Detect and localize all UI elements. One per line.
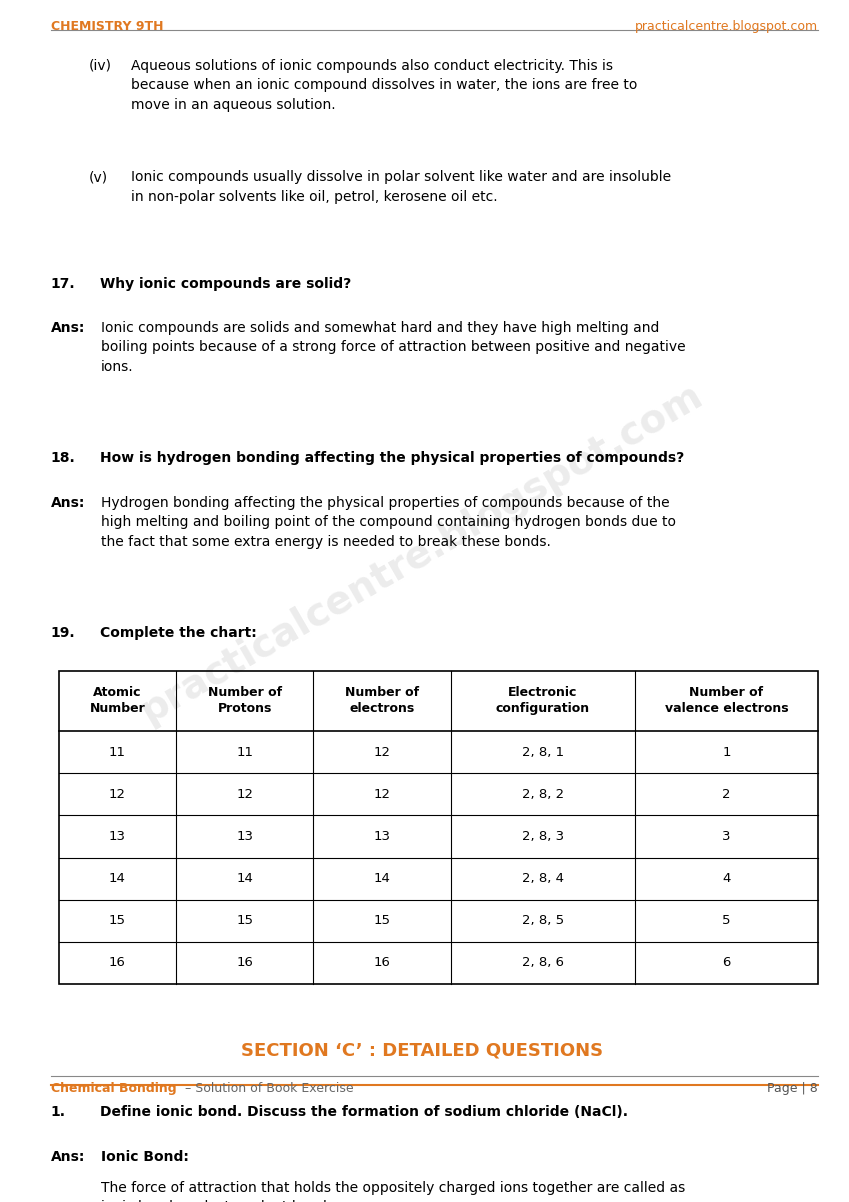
Text: 4: 4: [722, 873, 730, 885]
Text: Define ionic bond. Discuss the formation of sodium chloride (NaCl).: Define ionic bond. Discuss the formation…: [99, 1106, 627, 1119]
Text: Ans:: Ans:: [51, 495, 85, 510]
Text: practicalcentre.blogspot.com: practicalcentre.blogspot.com: [134, 376, 710, 731]
Text: Page | 8: Page | 8: [767, 1082, 818, 1095]
Text: Atomic
Number: Atomic Number: [89, 686, 145, 715]
Text: 12: 12: [374, 789, 391, 801]
Text: 2, 8, 2: 2, 8, 2: [522, 789, 564, 801]
Text: 13: 13: [236, 831, 253, 843]
Text: 16: 16: [374, 956, 391, 969]
Text: Number of
electrons: Number of electrons: [346, 686, 419, 715]
Text: 15: 15: [109, 914, 126, 927]
Text: 11: 11: [236, 746, 253, 758]
Text: 1.: 1.: [51, 1106, 65, 1119]
Text: 19.: 19.: [51, 626, 76, 641]
Text: 5: 5: [722, 914, 731, 927]
Text: Aqueous solutions of ionic compounds also conduct electricity. This is
because w: Aqueous solutions of ionic compounds als…: [131, 59, 637, 112]
Text: 2, 8, 5: 2, 8, 5: [522, 914, 564, 927]
Text: 2, 8, 4: 2, 8, 4: [522, 873, 564, 885]
Text: Electronic
configuration: Electronic configuration: [496, 686, 590, 715]
Text: 2: 2: [722, 789, 731, 801]
Text: Number of
Protons: Number of Protons: [207, 686, 282, 715]
Text: How is hydrogen bonding affecting the physical properties of compounds?: How is hydrogen bonding affecting the ph…: [99, 452, 683, 465]
Text: 14: 14: [236, 873, 253, 885]
Text: Ans:: Ans:: [51, 321, 85, 335]
Text: Complete the chart:: Complete the chart:: [99, 626, 256, 641]
Text: Ionic compounds are solids and somewhat hard and they have high melting and
boil: Ionic compounds are solids and somewhat …: [101, 321, 686, 374]
Text: CHEMISTRY 9TH: CHEMISTRY 9TH: [51, 20, 163, 32]
Text: Chemical Bonding: Chemical Bonding: [51, 1082, 177, 1095]
Text: Ans:: Ans:: [51, 1149, 85, 1164]
Text: 2, 8, 1: 2, 8, 1: [522, 746, 564, 758]
Text: 16: 16: [236, 956, 253, 969]
Text: 14: 14: [374, 873, 391, 885]
Text: 17.: 17.: [51, 276, 76, 291]
Text: – Solution of Book Exercise: – Solution of Book Exercise: [182, 1082, 354, 1095]
Text: 2, 8, 6: 2, 8, 6: [522, 956, 564, 969]
Text: 15: 15: [236, 914, 253, 927]
Bar: [59, 671, 818, 983]
Text: 18.: 18.: [51, 452, 76, 465]
Text: Ionic compounds usually dissolve in polar solvent like water and are insoluble
i: Ionic compounds usually dissolve in pola…: [131, 171, 671, 204]
Text: 16: 16: [109, 956, 126, 969]
Text: practicalcentre.blogspot.com: practicalcentre.blogspot.com: [635, 20, 818, 32]
Text: 3: 3: [722, 831, 731, 843]
Text: Hydrogen bonding affecting the physical properties of compounds because of the
h: Hydrogen bonding affecting the physical …: [101, 495, 676, 548]
Text: 15: 15: [374, 914, 391, 927]
Text: SECTION ‘C’ : DETAILED QUESTIONS: SECTION ‘C’ : DETAILED QUESTIONS: [240, 1041, 603, 1059]
Text: Number of
valence electrons: Number of valence electrons: [665, 686, 788, 715]
Text: 12: 12: [374, 746, 391, 758]
Text: 6: 6: [722, 956, 730, 969]
Text: 13: 13: [374, 831, 391, 843]
Text: Ionic Bond:: Ionic Bond:: [101, 1149, 189, 1164]
Text: The force of attraction that holds the oppositely charged ions together are call: The force of attraction that holds the o…: [101, 1180, 685, 1202]
Text: (v): (v): [88, 171, 108, 184]
Text: 1: 1: [722, 746, 731, 758]
Text: (iv): (iv): [88, 59, 111, 72]
Text: 11: 11: [109, 746, 126, 758]
Text: 13: 13: [109, 831, 126, 843]
Text: Why ionic compounds are solid?: Why ionic compounds are solid?: [99, 276, 351, 291]
Text: 14: 14: [109, 873, 126, 885]
Text: 12: 12: [236, 789, 253, 801]
Text: 2, 8, 3: 2, 8, 3: [522, 831, 564, 843]
Text: 12: 12: [109, 789, 126, 801]
